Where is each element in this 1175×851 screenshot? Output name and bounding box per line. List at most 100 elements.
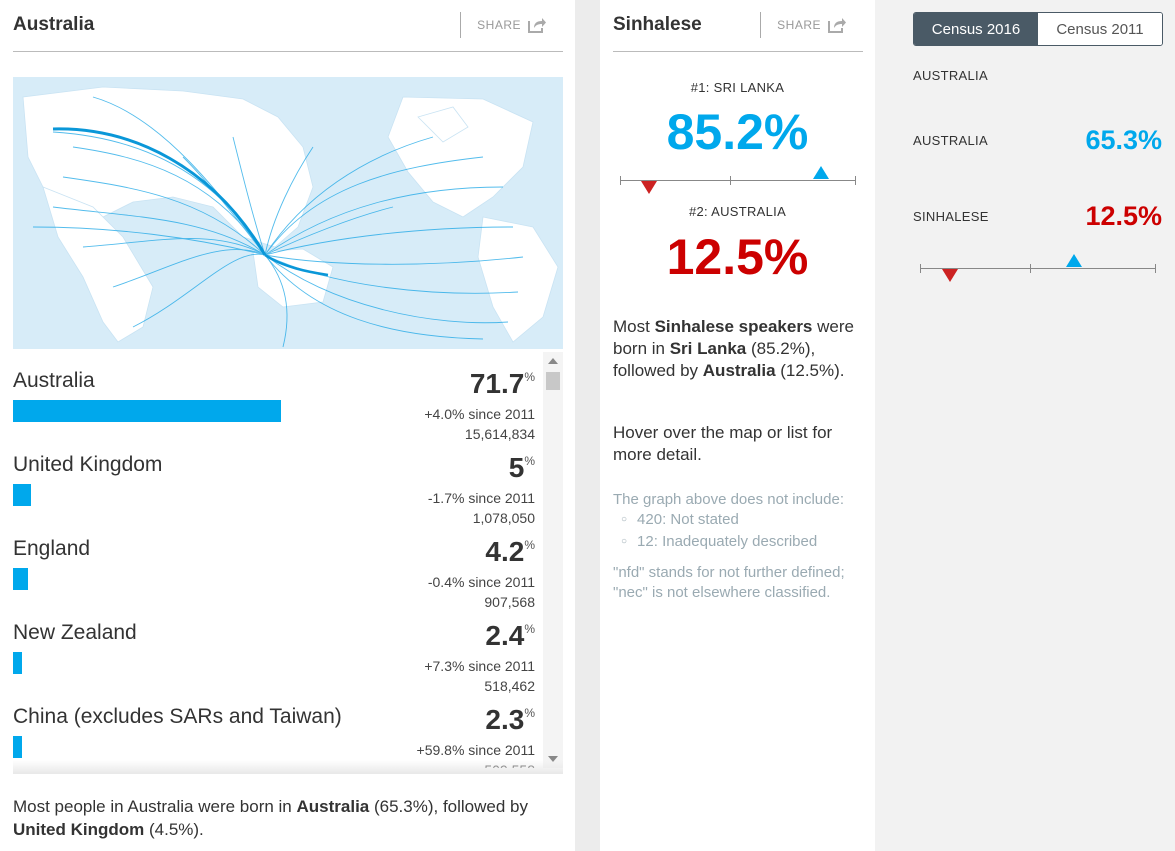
scale-tick — [730, 176, 731, 185]
summary-text: (4.5%). — [144, 820, 204, 839]
note-item: 420: Not stated — [621, 510, 868, 532]
country-bar — [13, 652, 22, 674]
country-list-rows: Australia 71.7% +4.0% since 2011 15,614,834… — [13, 352, 543, 768]
language-panel: Sinhalese SHARE #1: SRI LANKA 85.2% #2: … — [600, 0, 875, 851]
scale-tick — [855, 176, 856, 185]
share-button[interactable]: SHARE — [460, 12, 547, 38]
country-name: England — [13, 537, 91, 560]
summary-bold: Australia — [702, 361, 776, 380]
language-panel-header: Sinhalese SHARE — [613, 0, 863, 52]
change-since: +59.8% since 2011 — [416, 742, 535, 758]
primary-flow-line — [52, 127, 267, 256]
percent-sign: % — [524, 538, 535, 552]
country-name: United Kingdom — [13, 453, 163, 476]
percent-value: 2.4 — [485, 620, 525, 651]
summary-text: (85.2%), followed by — [613, 339, 816, 380]
note-heading: The graph above does not include: — [613, 491, 844, 508]
country-bar — [13, 736, 22, 758]
country-name: New Zealand — [13, 621, 137, 644]
summary-text: were born in — [613, 317, 854, 358]
census-2016-button[interactable]: Census 2016 — [914, 13, 1038, 45]
summary-bold: Sri Lanka — [669, 339, 747, 358]
percent-value: 71.7 — [469, 368, 525, 399]
share-label: SHARE — [477, 18, 521, 32]
scroll-down-icon[interactable] — [548, 756, 558, 762]
percent-value: 4.2 — [485, 536, 525, 567]
comparison-value: 12.5% — [1085, 201, 1162, 231]
africa-shape — [42, 186, 154, 343]
country-panel-header: Australia SHARE — [13, 0, 563, 52]
low-marker-icon — [641, 181, 657, 194]
low-marker-icon — [942, 269, 958, 282]
country-name: China (excludes SARs and Taiwan) — [13, 705, 342, 728]
country-percent: 71.7% — [470, 368, 535, 400]
list-scrollbar[interactable] — [543, 352, 563, 768]
change-since: +4.0% since 2011 — [424, 406, 535, 422]
share-icon — [828, 18, 846, 33]
share-button[interactable]: SHARE — [760, 12, 847, 38]
census-toggle[interactable]: Census 2016 Census 2011 — [913, 12, 1163, 46]
country-percent: 2.3% — [485, 704, 535, 736]
country-percent: 2.4% — [485, 620, 535, 652]
population-count: 1,078,050 — [472, 510, 535, 526]
high-marker-icon — [813, 166, 829, 179]
scale-line — [920, 268, 1156, 269]
greenland-shape — [417, 106, 469, 143]
population-count: 518,462 — [484, 678, 535, 694]
comparison-panel: Census 2016 Census 2011 AUSTRALIA AUSTRA… — [875, 0, 1175, 851]
country-name: Australia — [13, 369, 95, 392]
world-map-svg — [13, 77, 563, 349]
percent-sign: % — [524, 706, 535, 720]
south-america-shape — [477, 216, 559, 343]
country-percent: 5% — [509, 452, 535, 484]
secondary-flow-line — [264, 253, 329, 277]
country-panel: Australia SHARE — [0, 0, 575, 851]
country-bar — [13, 484, 31, 506]
country-row[interactable]: Australia 71.7% +4.0% since 2011 15,614,834 — [13, 352, 543, 442]
share-label: SHARE — [777, 18, 821, 32]
summary-text: Most — [613, 317, 655, 336]
summary-bold: Sinhalese speakers — [654, 317, 813, 336]
panel-title: Sinhalese — [613, 14, 702, 35]
country-bar — [13, 568, 28, 590]
scale-tick — [620, 176, 621, 185]
share-icon — [528, 18, 546, 33]
country-percent: 4.2% — [485, 536, 535, 568]
australia-shape — [252, 248, 334, 308]
population-count: 15,614,834 — [464, 426, 535, 442]
comparison-label: SINHALESE — [913, 209, 989, 224]
rank2-label: #2: AUSTRALIA — [688, 204, 787, 219]
summary-bold: United Kingdom — [13, 820, 145, 839]
scale-tick — [1030, 264, 1031, 273]
percent-sign: % — [524, 454, 535, 468]
percent-value: 5 — [508, 452, 525, 483]
panel-gutter — [575, 0, 600, 851]
hover-hint: Hover over the map or list for more deta… — [613, 423, 833, 464]
panel-title: Australia — [13, 14, 95, 35]
scroll-thumb[interactable] — [546, 372, 560, 390]
note-list: 420: Not stated 12: Inadequately describ… — [613, 510, 868, 554]
summary-bold: Australia — [296, 797, 370, 816]
rank1-label: #1: SRI LANKA — [690, 80, 785, 95]
country-row[interactable]: United Kingdom 5% -1.7% since 2011 1,078,05… — [13, 436, 543, 526]
summary-text: Most people in Australia were born in — [13, 797, 297, 816]
percent-value: 2.3 — [485, 704, 525, 735]
country-row[interactable]: China (excludes SARs and Taiwan) 2.3% +59.… — [13, 688, 543, 768]
scale-tick — [1155, 264, 1156, 273]
change-since: +7.3% since 2011 — [424, 658, 535, 674]
scroll-up-icon[interactable] — [548, 358, 558, 364]
percent-sign: % — [524, 622, 535, 636]
country-list[interactable]: Australia 71.7% +4.0% since 2011 15,614,834… — [13, 352, 563, 768]
rank2-value: 12.5% — [666, 229, 809, 285]
scale-tick — [920, 264, 921, 273]
country-row[interactable]: England 4.2% -0.4% since 2011 907,568 — [13, 520, 543, 610]
language-summary: Most Sinhalese speakers were born in Sri… — [613, 316, 868, 382]
nfd-note: "nfd" stands for not further defined; "n… — [613, 564, 845, 601]
exclusion-note: The graph above does not include: 420: N… — [613, 490, 868, 554]
change-since: -0.4% since 2011 — [427, 574, 535, 590]
comparison-value: 65.3% — [1085, 125, 1162, 155]
world-map[interactable] — [13, 77, 563, 349]
census-2011-button[interactable]: Census 2011 — [1038, 13, 1162, 45]
country-row[interactable]: New Zealand 2.4% +7.3% since 2011 518,462 — [13, 604, 543, 694]
rank1-value: 85.2% — [666, 104, 809, 160]
